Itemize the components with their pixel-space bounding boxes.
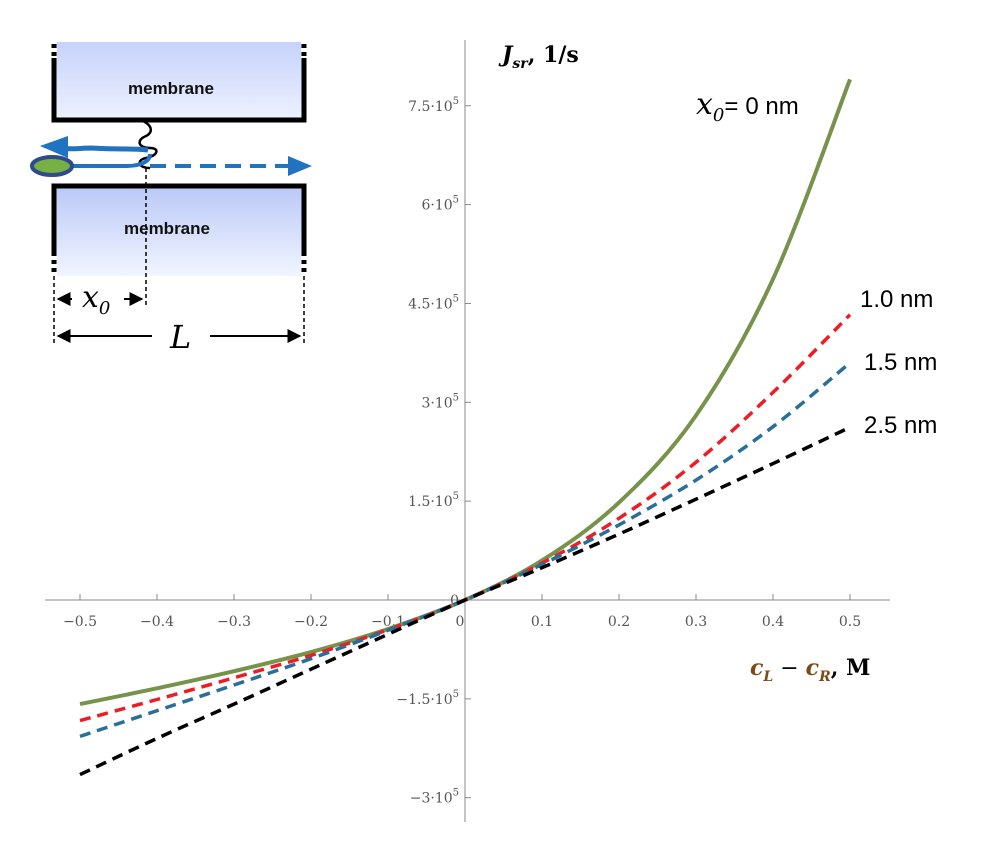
membrane-top-label: membrane [128,79,214,98]
y-tick-label: 1.5·105 [408,491,459,510]
x-tick-label: −0.4 [140,614,174,630]
y-tick-label-zero: 0 [450,593,459,609]
membrane-bottom-outline [51,183,307,276]
series-label-1: 1.0 nm [860,286,933,313]
tether-spring-icon [138,118,158,170]
axes: −0.5 −0.4 −0.3 −0.2 −0.1 0.1 0.2 0.3 0.4 0.50 −3·… [45,40,890,822]
x-tick-label: −0.3 [217,614,251,630]
length-label: L [169,318,191,356]
series-labels: x0= 0 nm 1.0 nm 1.5 nm 2.5 nm [696,87,937,439]
x-ticks: −0.5 −0.4 −0.3 −0.2 −0.1 0.1 0.2 0.3 0.4 0.50 [63,594,861,630]
membrane-bottom [54,186,304,276]
particle-icon [30,155,74,177]
series-label-3: 2.5 nm [864,412,937,439]
y-tick-label: 6·105 [421,195,459,214]
x0-label: x0 [82,280,110,319]
y-tick-label: −1.5·105 [396,689,459,708]
x-tick-label: 0.4 [762,614,784,630]
y-tick-label: 3·105 [421,392,459,411]
x-tick-label: 0 [456,614,465,630]
loop-arrow [59,145,149,153]
loop-arrow-return [70,153,152,168]
x-tick-label: −0.5 [63,614,97,630]
y-axis-title: Jsr, 1/s [498,42,579,72]
series-line-1-5-nm [79,361,852,739]
transport-arrowhead-icon [288,156,312,176]
series-line-2-5-nm [79,425,851,777]
y-ticks: −3·105 −1.5·105 1.5·105 3·105 4.5·105 6·105 7.… [396,96,471,807]
series-group [79,78,852,777]
x-tick-label: 0.1 [531,614,553,630]
x-tick-label: −0.2 [294,614,328,630]
y-tick-label: 4.5·105 [408,293,459,312]
membrane-top-outline [51,42,307,123]
series-label-2: 1.5 nm [864,349,937,376]
x-axis-title: cL − cR, M [750,655,870,685]
loop-arrowhead-icon [40,136,68,158]
y-tick-label: −3·105 [410,788,459,807]
y-tick-label: 7.5·105 [408,96,459,115]
channel-schematic: membrane membrane x0 L [30,40,312,356]
membrane-top [54,42,304,120]
x-tick-label: 0.2 [608,614,630,630]
x-tick-label: 0.3 [685,614,707,630]
series-label-0: x0= 0 nm [696,87,799,126]
membrane-bottom-label: membrane [124,219,210,238]
x-tick-label: 0.5 [839,614,861,630]
